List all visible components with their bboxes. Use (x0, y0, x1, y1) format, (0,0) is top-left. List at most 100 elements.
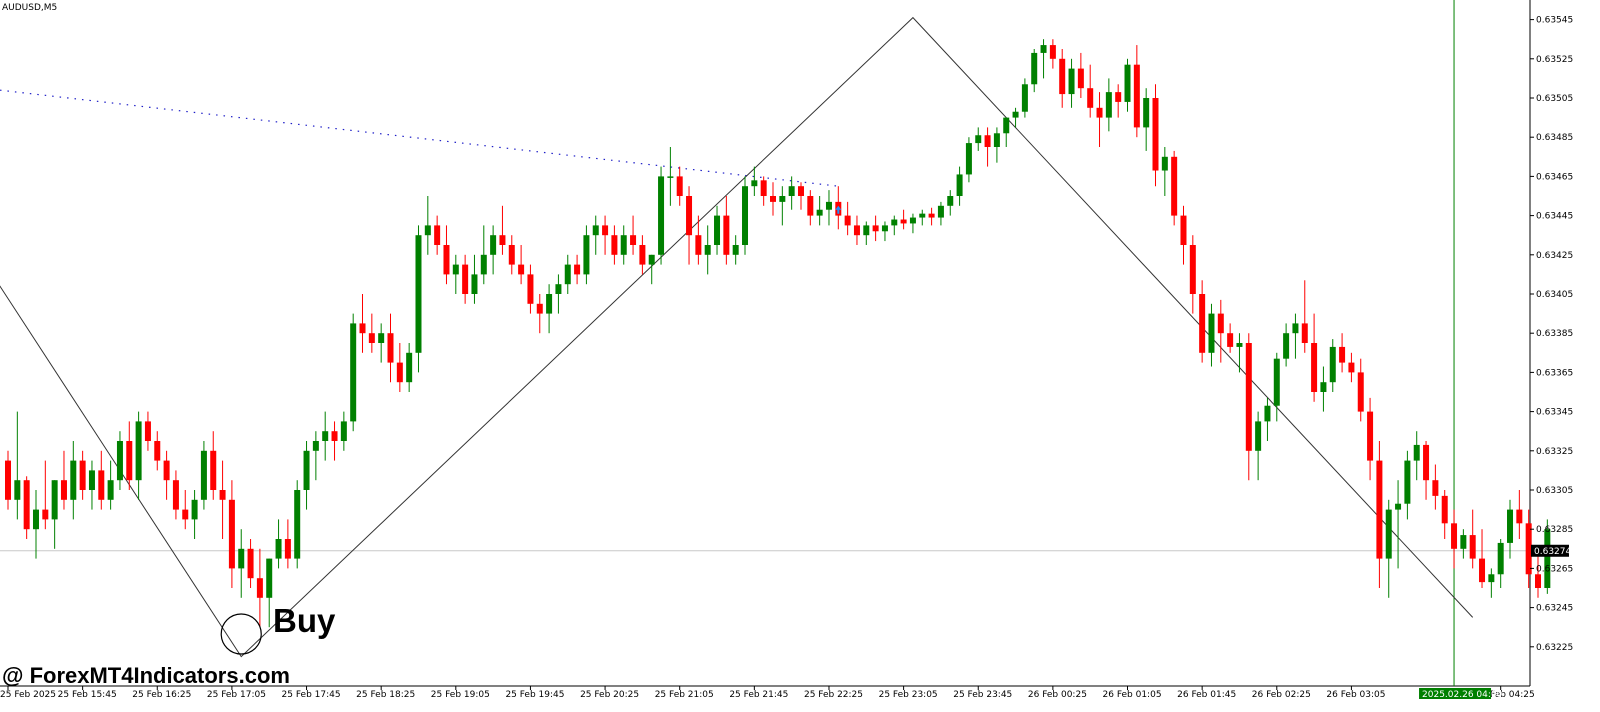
candle (714, 205, 721, 255)
candle-body (676, 176, 683, 196)
candle-body (1105, 92, 1112, 118)
candle (1497, 539, 1504, 588)
candle (172, 470, 179, 520)
candle-body (770, 196, 776, 202)
candle (1329, 339, 1336, 392)
candle-body (630, 235, 637, 245)
candle-body (1311, 343, 1318, 392)
candle-body (1367, 411, 1374, 461)
candle-body (1217, 313, 1224, 334)
candle (704, 225, 711, 275)
candle (909, 213, 916, 234)
price-tick-label: 0.63305 (1536, 486, 1573, 496)
candle (14, 411, 21, 520)
time-tick-label: 25 Feb 23:45 (953, 690, 1012, 700)
candle-body (611, 235, 618, 255)
candle-body (200, 450, 207, 500)
time-tick-label: 25 Feb 17:45 (282, 690, 341, 700)
candle (238, 529, 245, 598)
candle (639, 235, 646, 275)
candle (322, 411, 329, 461)
candle-body (508, 245, 515, 265)
candle-body (975, 135, 982, 144)
time-tick-label: 26 Feb 00:25 (1028, 690, 1087, 700)
candle-body (368, 333, 375, 343)
candle (1479, 529, 1486, 588)
candle (443, 225, 450, 285)
candle-body (1003, 117, 1010, 134)
candle (471, 254, 478, 304)
candle-body (555, 284, 562, 294)
candle-body (965, 143, 972, 175)
candle-body (294, 490, 301, 559)
candle (686, 186, 693, 265)
price-tick-label: 0.63345 (1536, 408, 1573, 418)
candle-body (919, 213, 926, 218)
candle-body (751, 180, 758, 187)
candle-body (732, 245, 739, 255)
time-tick-label: 26 Feb 02:25 (1252, 690, 1311, 700)
candle (350, 313, 357, 432)
candle (387, 313, 394, 383)
candle (1301, 280, 1308, 353)
candle-body (1087, 88, 1094, 108)
candle (1357, 358, 1364, 422)
candle-body (135, 421, 142, 481)
candle (723, 196, 730, 265)
candle (396, 343, 403, 392)
candle (658, 166, 665, 265)
candle-body (797, 186, 804, 196)
candle (1432, 464, 1439, 510)
candle (965, 137, 972, 183)
candle-body (98, 470, 105, 500)
candle (1031, 49, 1038, 93)
candle-body (583, 235, 590, 275)
candle (51, 480, 58, 549)
candle (1404, 450, 1411, 520)
candle-body (228, 499, 235, 569)
candle-body (853, 225, 860, 236)
candle (1180, 205, 1187, 265)
candle-body (331, 431, 338, 441)
candle-body (648, 254, 655, 265)
candle-body (881, 225, 888, 232)
candle (452, 254, 459, 294)
price-tick-label: 0.63505 (1536, 94, 1573, 104)
candle-body (1096, 107, 1103, 118)
candle (825, 190, 832, 226)
candle (1068, 58, 1075, 108)
candle-body (1152, 98, 1159, 171)
candle (1227, 323, 1234, 353)
candle (919, 209, 926, 226)
candle-body (1059, 58, 1066, 95)
candle-body (1525, 523, 1532, 575)
candle-body (219, 490, 226, 500)
candle (32, 490, 39, 559)
candle-body (1161, 156, 1168, 171)
candle (611, 225, 618, 265)
candle (406, 343, 413, 392)
candle-body (387, 333, 394, 363)
candle (275, 519, 282, 569)
price-tick-label: 0.63325 (1536, 447, 1573, 457)
candle (816, 196, 823, 226)
symbol-timeframe-label: AUDUSD,M5 (2, 3, 57, 13)
candle (378, 323, 385, 363)
candle (928, 207, 935, 226)
candle-body (1283, 333, 1290, 359)
candle-body (340, 421, 347, 441)
candle (891, 215, 898, 236)
time-tick-label: 25 Feb 21:05 (655, 690, 714, 700)
candle-body (480, 254, 487, 275)
buy-circle-marker (220, 613, 262, 655)
candle (527, 264, 534, 314)
candle-body (1133, 64, 1140, 128)
candle-body (32, 509, 39, 530)
candle-body (1423, 444, 1430, 481)
candle (60, 450, 67, 510)
candle-body (154, 441, 161, 461)
candle-body (779, 196, 786, 202)
candle-body (256, 578, 263, 598)
